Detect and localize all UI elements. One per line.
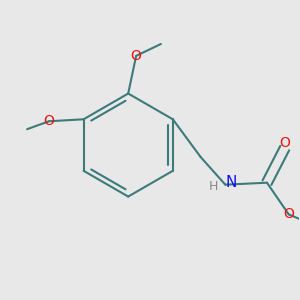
Text: O: O — [44, 114, 54, 128]
Text: N: N — [226, 175, 237, 190]
Text: O: O — [279, 136, 290, 150]
Text: O: O — [283, 207, 294, 221]
Text: H: H — [209, 180, 218, 193]
Text: O: O — [131, 49, 142, 63]
